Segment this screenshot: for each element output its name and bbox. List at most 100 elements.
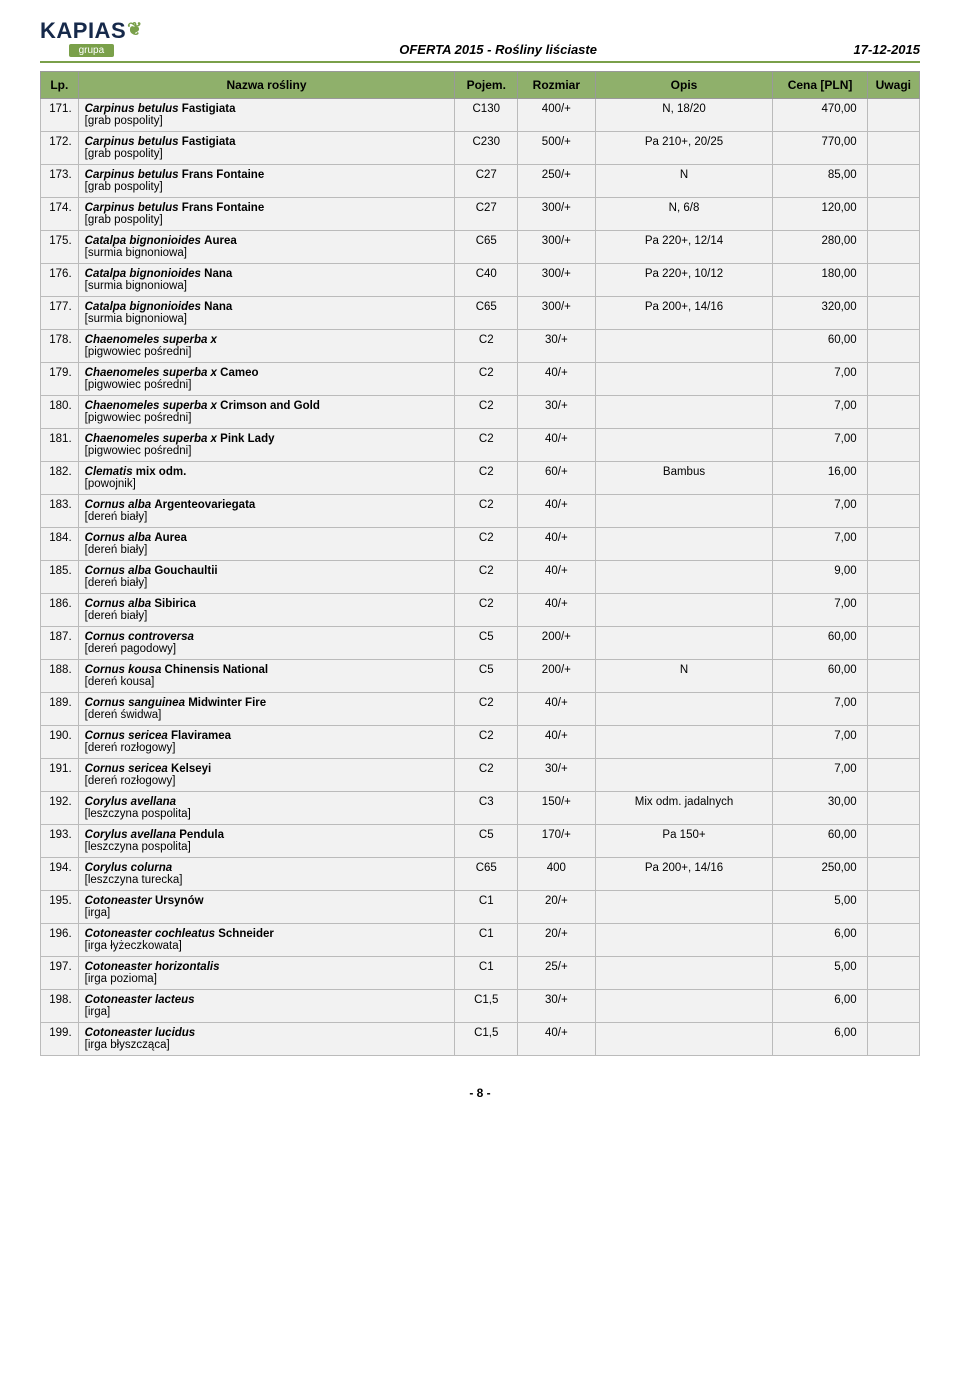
cell-cena: 7,00 [773,726,867,759]
cell-rozmiar: 300/+ [518,264,595,297]
species-name: Corylus avellana [85,796,176,808]
cell-opis: Pa 220+, 12/14 [595,231,773,264]
col-opis: Opis [595,72,773,99]
cell-lp: 180. [41,396,79,429]
cultivar-name: Nana [204,301,232,313]
cell-cena: 280,00 [773,231,867,264]
cell-rozmiar: 250/+ [518,165,595,198]
cell-uwagi [867,297,919,330]
cultivar-name: Fastigiata [182,136,236,148]
cell-pojem: C65 [455,858,518,891]
table-body: 171.Carpinus betulus Fastigiata[grab pos… [41,99,920,1056]
cell-lp: 199. [41,1023,79,1056]
table-row: 175.Catalpa bignonioides Aurea[surmia bi… [41,231,920,264]
table-row: 187.Cornus controversa[dereń pagodowy]C5… [41,627,920,660]
cell-lp: 177. [41,297,79,330]
species-name: Cornus alba [85,532,151,544]
table-row: 188.Cornus kousa Chinensis National[dere… [41,660,920,693]
cell-opis [595,990,773,1023]
cell-name: Cornus sericea Kelseyi[dereń rozłogowy] [78,759,455,792]
table-row: 181.Chaenomeles superba x Pink Lady[pigw… [41,429,920,462]
cell-rozmiar: 40/+ [518,693,595,726]
cultivar-name: Frans Fontaine [182,169,264,181]
cell-rozmiar: 40/+ [518,429,595,462]
cell-rozmiar: 30/+ [518,396,595,429]
table-header-row: Lp. Nazwa rośliny Pojem. Rozmiar Opis Ce… [41,72,920,99]
species-name: Cotoneaster lucidus [85,1027,196,1039]
species-name: Chaenomeles superba x [85,334,217,346]
cell-name: Corylus avellana Pendula[leszczyna pospo… [78,825,455,858]
cell-pojem: C1,5 [455,1023,518,1056]
cell-name: Catalpa bignonioides Aurea[surmia bignon… [78,231,455,264]
cell-name: Clematis mix odm.[powojnik] [78,462,455,495]
cell-pojem: C2 [455,561,518,594]
cell-uwagi [867,528,919,561]
col-rozmiar: Rozmiar [518,72,595,99]
cell-cena: 6,00 [773,924,867,957]
cell-name: Cornus alba Argenteovariegata[dereń biał… [78,495,455,528]
cultivar-name: Sibirica [154,598,196,610]
table-row: 171.Carpinus betulus Fastigiata[grab pos… [41,99,920,132]
table-row: 195.Cotoneaster Ursynów[irga]C120/+5,00 [41,891,920,924]
leaf-icon: ❦ [127,20,143,38]
cell-pojem: C130 [455,99,518,132]
cell-cena: 16,00 [773,462,867,495]
col-cena: Cena [PLN] [773,72,867,99]
cell-uwagi [867,198,919,231]
cell-pojem: C2 [455,726,518,759]
cell-cena: 5,00 [773,891,867,924]
cell-pojem: C2 [455,495,518,528]
common-name: [grab pospolity] [85,181,163,193]
cell-lp: 195. [41,891,79,924]
common-name: [dereń pagodowy] [85,643,176,655]
cell-pojem: C5 [455,627,518,660]
cell-name: Chaenomeles superba x Pink Lady[pigwowie… [78,429,455,462]
common-name: [leszczyna pospolita] [85,841,191,853]
common-name: [powojnik] [85,478,136,490]
plants-table: Lp. Nazwa rośliny Pojem. Rozmiar Opis Ce… [40,71,920,1056]
cell-name: Cornus controversa[dereń pagodowy] [78,627,455,660]
cell-cena: 470,00 [773,99,867,132]
cell-uwagi [867,429,919,462]
cell-opis: N, 6/8 [595,198,773,231]
cultivar-name: Schneider [218,928,274,940]
cell-uwagi [867,99,919,132]
species-name: Chaenomeles superba x [85,400,217,412]
table-row: 183.Cornus alba Argenteovariegata[dereń … [41,495,920,528]
cell-lp: 189. [41,693,79,726]
page-header: KAPIAS❦ grupa OFERTA 2015 - Rośliny liśc… [40,20,920,63]
cell-lp: 172. [41,132,79,165]
table-row: 178.Chaenomeles superba x[pigwowiec pośr… [41,330,920,363]
species-name: Carpinus betulus [85,136,179,148]
cell-uwagi [867,594,919,627]
cell-name: Chaenomeles superba x Cameo[pigwowiec po… [78,363,455,396]
cell-rozmiar: 200/+ [518,660,595,693]
cell-lp: 192. [41,792,79,825]
cell-name: Catalpa bignonioides Nana[surmia bignoni… [78,297,455,330]
cell-lp: 173. [41,165,79,198]
table-row: 182.Clematis mix odm.[powojnik]C260/+Bam… [41,462,920,495]
cell-lp: 176. [41,264,79,297]
cell-lp: 181. [41,429,79,462]
species-name: Cornus alba [85,598,151,610]
cell-pojem: C5 [455,660,518,693]
table-row: 199.Cotoneaster lucidus[irga błyszcząca]… [41,1023,920,1056]
cell-lp: 196. [41,924,79,957]
cell-pojem: C2 [455,528,518,561]
cell-uwagi [867,759,919,792]
cell-uwagi [867,330,919,363]
cell-cena: 6,00 [773,1023,867,1056]
col-uwagi: Uwagi [867,72,919,99]
cell-lp: 184. [41,528,79,561]
species-name: Corylus colurna [85,862,173,874]
common-name: [grab pospolity] [85,148,163,160]
col-lp: Lp. [41,72,79,99]
species-name: Cornus controversa [85,631,194,643]
cell-lp: 187. [41,627,79,660]
cultivar-name: mix odm. [136,466,186,478]
cell-opis [595,495,773,528]
cell-pojem: C65 [455,231,518,264]
cell-pojem: C2 [455,594,518,627]
table-row: 194.Corylus colurna[leszczyna turecka]C6… [41,858,920,891]
cell-cena: 7,00 [773,693,867,726]
